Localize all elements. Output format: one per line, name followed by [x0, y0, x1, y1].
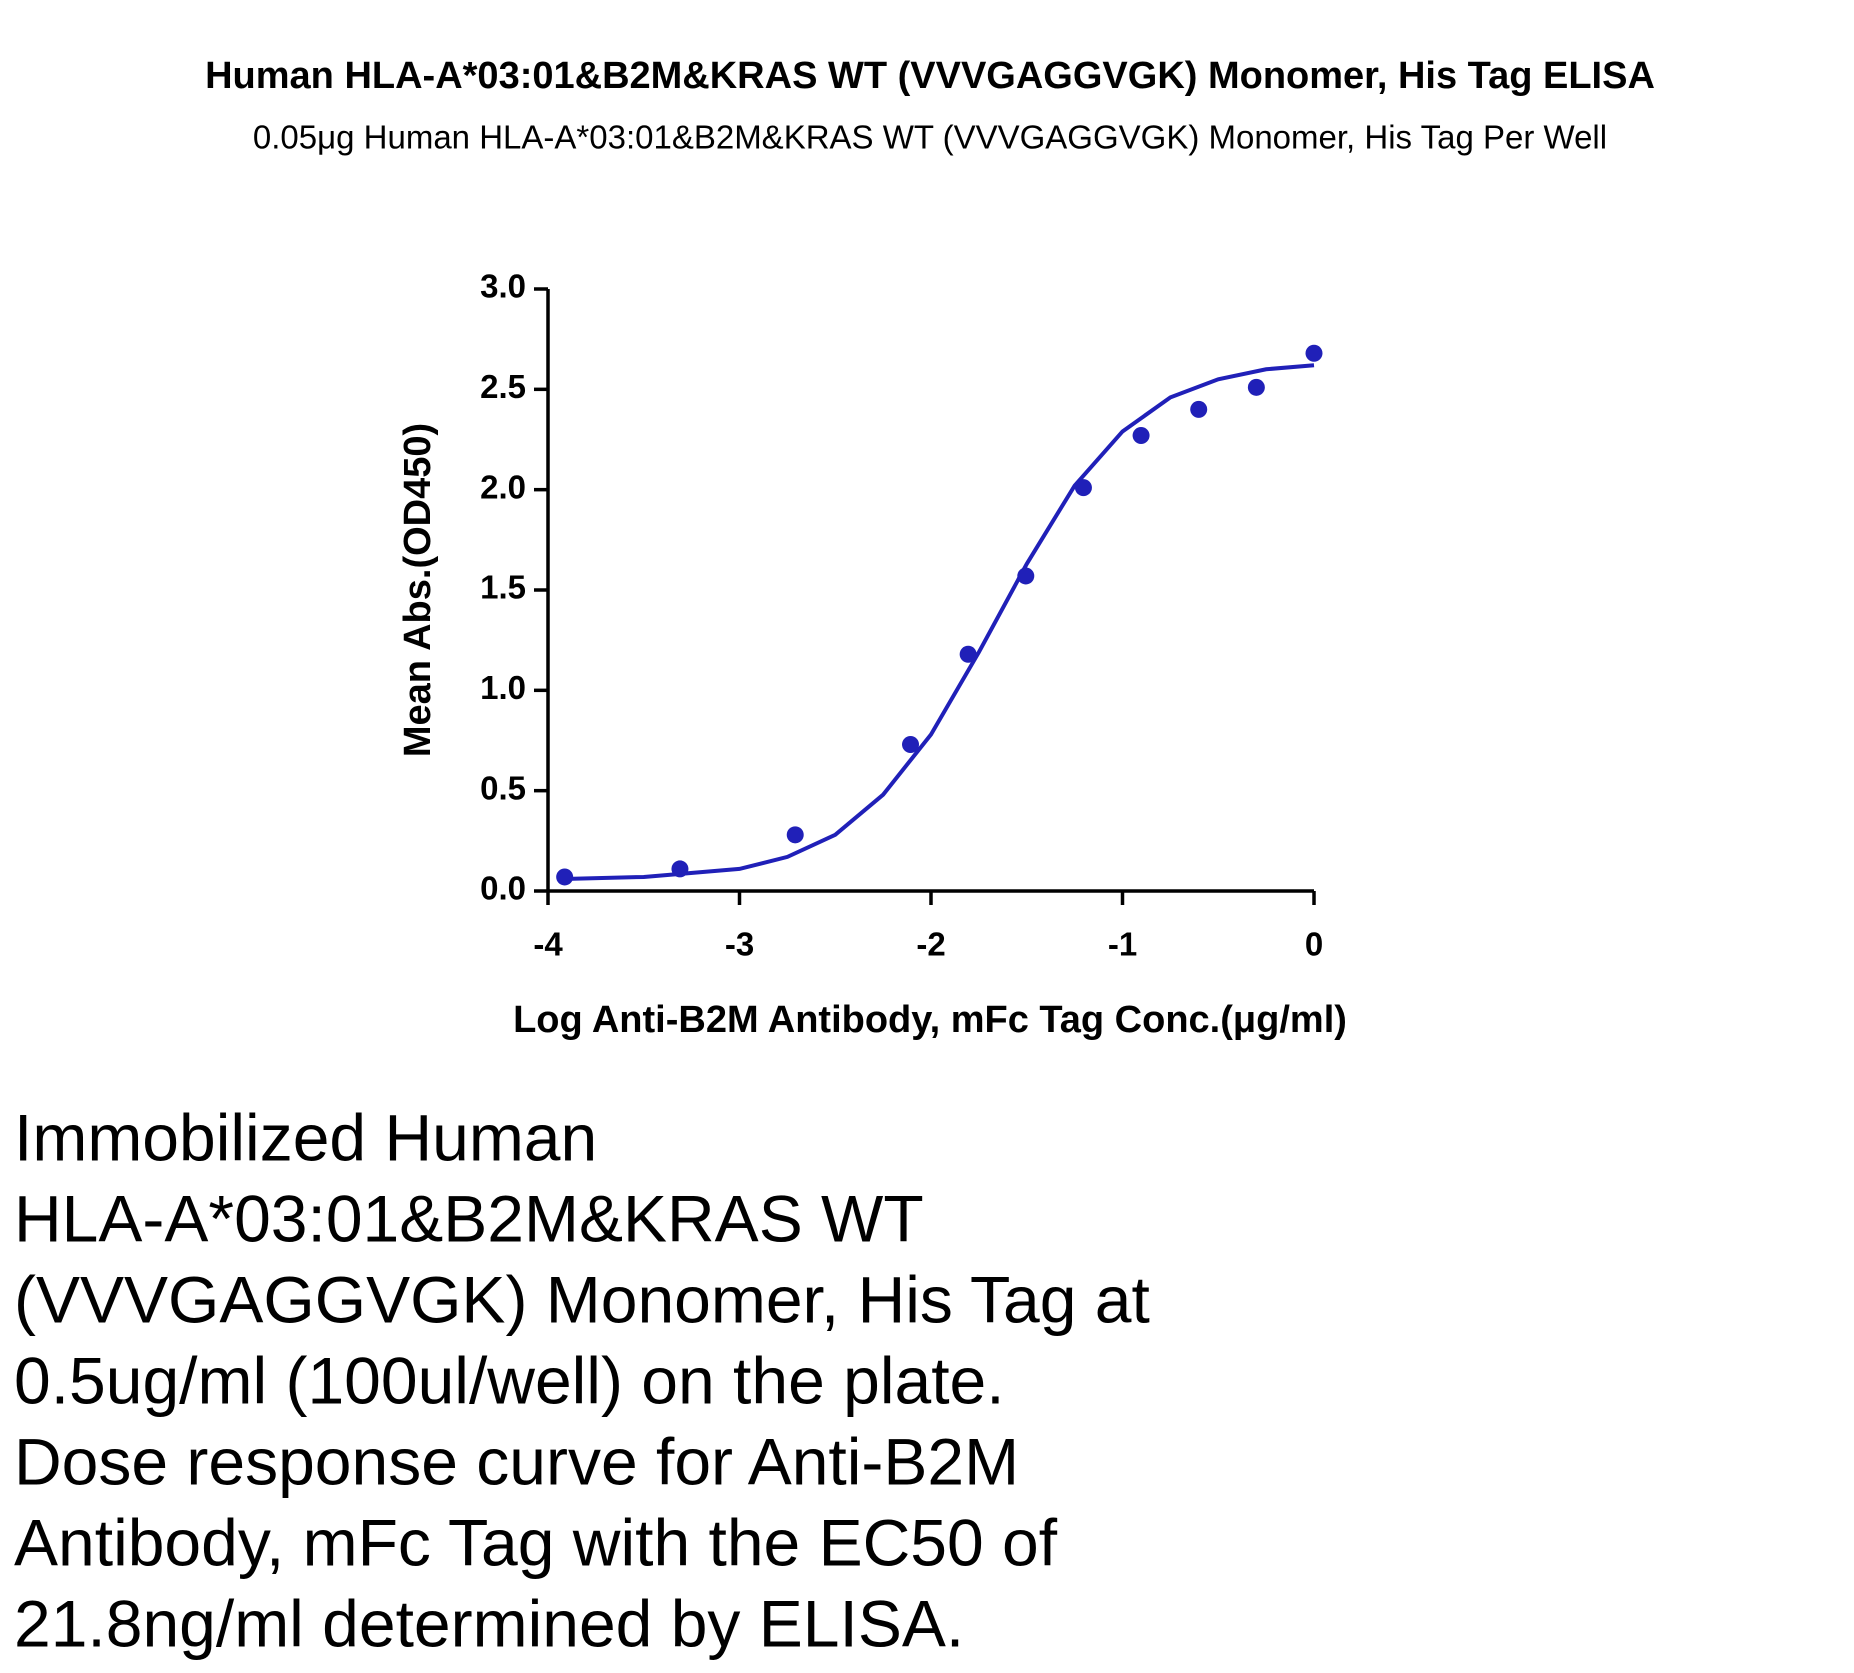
- data-point: [1017, 567, 1035, 585]
- y-tick-label: 0.0: [480, 870, 526, 907]
- chart-title: Human HLA-A*03:01&B2M&KRAS WT (VVVGAGGVG…: [205, 55, 1655, 97]
- data-point: [902, 736, 920, 754]
- y-tick-label: 3.0: [480, 268, 526, 305]
- y-tick-label: 1.0: [480, 669, 526, 706]
- x-tick-label: -3: [725, 926, 754, 963]
- x-tick-label: 0: [1305, 926, 1323, 963]
- y-tick-label: 1.5: [480, 569, 526, 606]
- caption-line: (VVVGAGGVGK) Monomer, His Tag at: [14, 1262, 1150, 1336]
- data-point: [671, 860, 689, 878]
- x-tick-label: -4: [533, 926, 563, 963]
- caption-line: 21.8ng/ml determined by ELISA.: [14, 1586, 964, 1660]
- caption-line: HLA-A*03:01&B2M&KRAS WT: [14, 1181, 924, 1255]
- x-tick-label: -1: [1108, 926, 1137, 963]
- data-point: [1074, 479, 1092, 497]
- caption-line: Dose response curve for Anti-B2M: [14, 1424, 1019, 1498]
- data-point: [786, 826, 804, 844]
- caption-line: Antibody, mFc Tag with the EC50 of: [14, 1505, 1058, 1579]
- data-point: [556, 868, 574, 886]
- caption-line: Immobilized Human: [14, 1100, 597, 1174]
- data-point: [1132, 426, 1150, 444]
- data-point: [1305, 344, 1323, 362]
- y-tick-label: 2.5: [480, 368, 526, 405]
- chart-subtitle: 0.05μg Human HLA-A*03:01&B2M&KRAS WT (VV…: [253, 119, 1607, 156]
- x-tick-label: -2: [916, 926, 945, 963]
- data-point: [959, 645, 977, 663]
- y-axis-label: Mean Abs.(OD450): [397, 423, 439, 757]
- data-point: [1247, 378, 1265, 396]
- fit-curve: [563, 363, 1315, 881]
- data-point: [1190, 400, 1208, 418]
- x-axis-label: Log Anti-B2M Antibody, mFc Tag Conc.(μg/…: [513, 999, 1347, 1041]
- y-tick-label: 2.0: [480, 468, 526, 505]
- y-tick-label: 0.5: [480, 769, 526, 806]
- caption-line: 0.5ug/ml (100ul/well) on the plate.: [14, 1343, 1005, 1417]
